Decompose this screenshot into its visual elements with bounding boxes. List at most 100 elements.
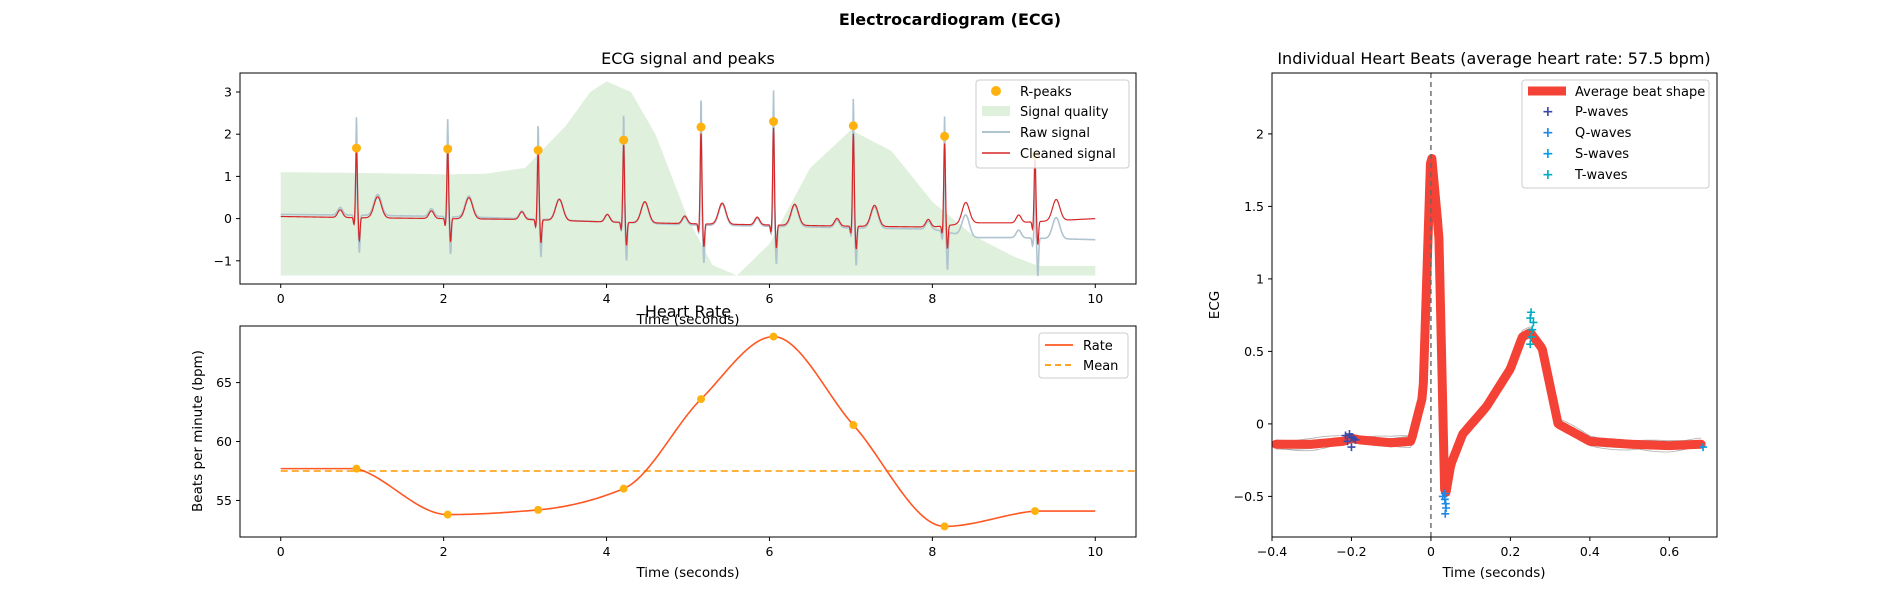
t-wave-marker [1528, 325, 1537, 334]
legend-t-marker: + [1542, 167, 1554, 183]
legend-rate-label: Rate [1083, 339, 1113, 354]
beats-legend-box [1521, 79, 1710, 189]
legend-quality-swatch [982, 106, 1010, 116]
ecg-x-axis: 0 2 4 6 8 10 [277, 284, 1103, 306]
ecg-signal-panel: ECG signal and peaks 0 2 4 6 8 10 −1 0 1 2 3 Time… [214, 49, 1137, 328]
t-wave-marker [1527, 332, 1536, 341]
hr-x-tick-label: 2 [440, 544, 448, 559]
beats-x-axis-label: Time (seconds) [1441, 565, 1545, 581]
legend-p-marker: + [1542, 104, 1554, 120]
legend-mean-label: Mean [1083, 359, 1118, 374]
raw-signal-line [280, 90, 1096, 277]
beats-axes-frame [1271, 72, 1718, 538]
hr-x-tick-label: 4 [603, 544, 611, 559]
hr-y-axis-label: Beats per minute (bpm) [190, 350, 206, 512]
ecg-x-tick-label: 8 [928, 291, 936, 306]
r-peak-marker [533, 145, 543, 155]
beats-x-tick-label: 0.4 [1580, 544, 1600, 559]
ecg-x-tick-label: 2 [440, 291, 448, 306]
hr-x-tick-label: 10 [1087, 544, 1103, 559]
heart-beats-panel: Individual Heart Beats (average heart ra… [1207, 49, 1718, 581]
r-peak-marker [769, 117, 779, 127]
s-wave-marker [1699, 443, 1708, 452]
hr-panel-title: Heart Rate [645, 302, 731, 321]
ecg-panel-title: ECG signal and peaks [601, 49, 775, 68]
beats-panel-title: Individual Heart Beats (average heart ra… [1277, 49, 1710, 68]
legend-p-label: P-waves [1575, 105, 1629, 120]
beats-x-tick-label: −0.2 [1336, 544, 1366, 559]
p-wave-marker [1341, 431, 1350, 440]
beats-y-tick-label: 2 [1256, 126, 1264, 141]
ecg-y-tick-label: 2 [224, 127, 232, 142]
beats-y-tick-label: 1.5 [1244, 199, 1264, 214]
legend-cleaned-label: Cleaned signal [1020, 147, 1116, 162]
hr-y-tick-label: 65 [216, 375, 232, 390]
figure-title: Electrocardiogram (ECG) [839, 10, 1061, 29]
r-peak-marker [940, 131, 950, 141]
rate-point [940, 522, 949, 531]
hr-y-tick-label: 60 [216, 434, 232, 449]
beats-x-tick-label: 0 [1427, 544, 1435, 559]
legend-r-peaks-label: R-peaks [1020, 85, 1072, 100]
cleaned-signal-line [280, 127, 1096, 250]
beats-plot-area [1271, 73, 1708, 537]
ecg-y-tick-label: 3 [224, 84, 232, 99]
ecg-legend: R-peaks Signal quality Raw signal Cleane… [975, 79, 1130, 169]
hr-x-tick-label: 6 [765, 544, 773, 559]
p-wave-marker [1351, 435, 1360, 444]
r-peak-marker [696, 122, 706, 132]
ecg-x-tick-label: 0 [277, 291, 285, 306]
t-wave-marker [1527, 308, 1536, 317]
beats-y-tick-label: 0 [1256, 416, 1264, 431]
rate-point [697, 395, 706, 404]
r-peak-marker [443, 144, 453, 154]
rate-point [443, 510, 452, 519]
legend-t-label: T-waves [1574, 168, 1628, 183]
average-beat-line [1271, 154, 1706, 497]
hr-x-tick-label: 8 [928, 544, 936, 559]
ecg-x-tick-label: 4 [603, 291, 611, 306]
rate-point [769, 332, 778, 341]
legend-quality-label: Signal quality [1020, 105, 1109, 120]
legend-q-marker: + [1542, 125, 1554, 141]
beats-x-axis: −0.4 −0.2 0 0.2 0.4 0.6 [1257, 537, 1679, 559]
q-wave-marker [1438, 492, 1447, 501]
beats-y-tick-label: 1 [1256, 271, 1264, 286]
ecg-y-tick-label: −1 [214, 253, 232, 268]
rate-point [619, 484, 628, 493]
beats-y-tick-label: 0.5 [1244, 344, 1264, 359]
heart-rate-line [280, 335, 1096, 528]
hr-axes-frame [239, 325, 1137, 538]
rate-point [534, 505, 543, 514]
beats-legend: Average beat shape + P-waves + Q-waves +… [1521, 79, 1710, 189]
ecg-legend-box [975, 79, 1130, 169]
p-wave-marker [1347, 443, 1356, 452]
r-peak-marker [619, 135, 629, 145]
legend-s-marker: + [1542, 146, 1554, 162]
beats-y-tick-label: −0.5 [1234, 489, 1264, 504]
beats-x-tick-label: 0.6 [1659, 544, 1679, 559]
legend-s-label: S-waves [1575, 147, 1629, 162]
beats-y-axis: −0.5 0 0.5 1 1.5 2 [1234, 126, 1272, 504]
heart-rate-panel: Heart Rate 0 2 4 6 8 10 55 60 65 Time (seconds)… [190, 302, 1137, 581]
hr-x-tick-label: 0 [277, 544, 285, 559]
hr-y-axis: 55 60 65 [216, 375, 240, 508]
legend-q-label: Q-waves [1575, 126, 1632, 141]
legend-r-peaks-marker [991, 86, 1001, 96]
legend-raw-label: Raw signal [1020, 126, 1090, 141]
hr-y-tick-label: 55 [216, 493, 232, 508]
ecg-x-axis-label: Time (seconds) [635, 312, 739, 328]
q-wave-marker [1441, 509, 1450, 518]
beats-x-tick-label: −0.4 [1257, 544, 1287, 559]
ecg-x-tick-label: 6 [765, 291, 773, 306]
signal-quality-area [280, 81, 1096, 276]
r-peak-marker [351, 143, 361, 153]
ecg-plot-area [280, 81, 1096, 277]
beats-x-tick-label: 0.2 [1500, 544, 1520, 559]
hr-x-axis-label: Time (seconds) [635, 565, 739, 581]
ecg-axes-frame [239, 72, 1137, 285]
p-wave-marker [1343, 437, 1352, 446]
rate-point [849, 421, 858, 430]
hr-plot-area [280, 332, 1136, 531]
